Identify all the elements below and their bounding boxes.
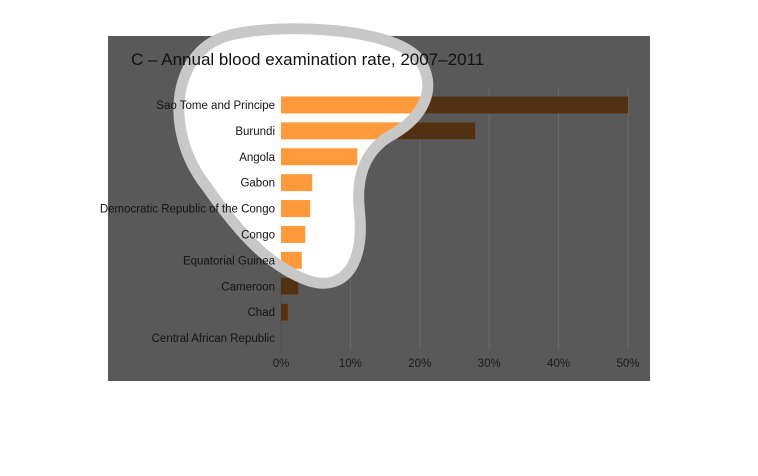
bar-dim	[281, 148, 358, 166]
x-tick-label: 50%	[616, 358, 639, 370]
bar-dim	[281, 174, 313, 192]
category-label: Sao Tome and Principe	[156, 100, 275, 112]
category-label: Angola	[239, 152, 275, 164]
bar-dim	[281, 225, 306, 243]
x-tick-label: 30%	[478, 358, 501, 370]
category-label: Central African Republic	[152, 333, 276, 345]
bars-dimmed	[281, 96, 628, 321]
category-label: Congo	[241, 229, 275, 241]
x-tick-label: 20%	[408, 358, 431, 370]
x-tick-label: 40%	[547, 358, 570, 370]
bar-dim	[281, 277, 299, 295]
category-label: Chad	[248, 307, 276, 319]
bar-dim	[281, 122, 476, 140]
chart-title: C – Annual blood examination rate, 2007–…	[131, 50, 485, 69]
category-labels: Sao Tome and Principe Burundi Angola Gabon D…	[100, 100, 276, 345]
bar-dim	[281, 303, 288, 321]
bar-dim	[281, 96, 628, 114]
category-label: Equatorial Guinea	[183, 255, 276, 267]
x-tick-label: 0%	[273, 358, 290, 370]
category-label: Gabon	[240, 178, 275, 190]
category-label: Democratic Republic of the Congo	[100, 204, 275, 216]
category-label: Burundi	[235, 126, 275, 138]
x-tick-labels: 0% 10% 20% 30% 40% 50%	[273, 358, 640, 370]
bar-dim	[281, 200, 311, 218]
shaded-bars	[281, 96, 628, 321]
category-label: Cameroon	[221, 281, 275, 293]
bar-dim	[281, 251, 302, 269]
x-tick-label: 10%	[339, 358, 362, 370]
